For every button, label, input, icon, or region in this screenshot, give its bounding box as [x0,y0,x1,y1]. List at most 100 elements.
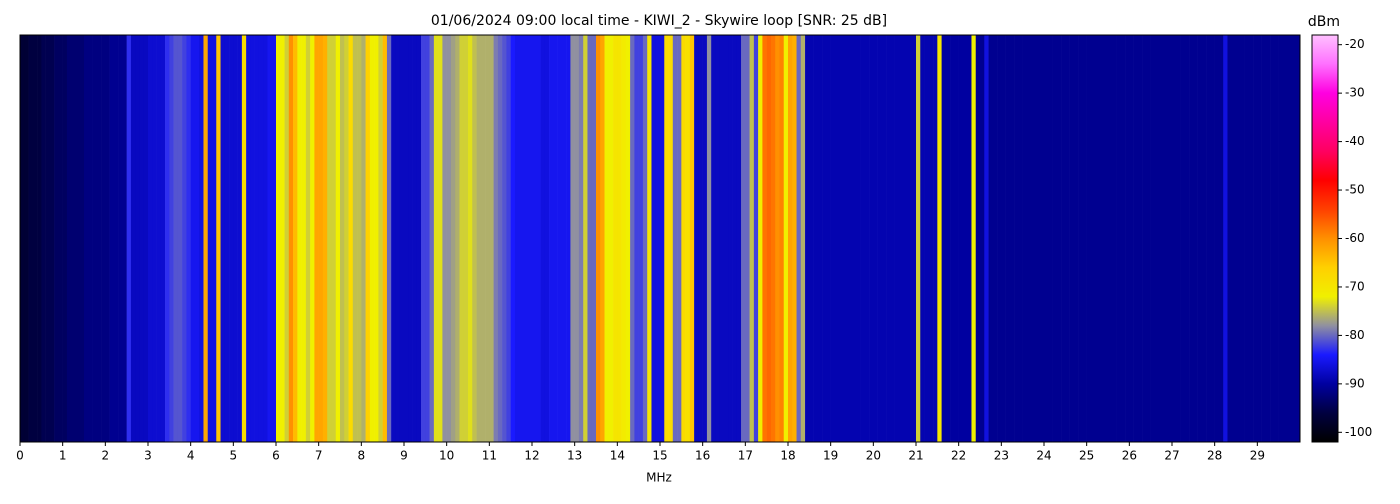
spectrum-column [1248,35,1254,442]
spectrum-column [1026,35,1032,442]
spectrum-column [566,35,571,442]
spectrum-column [374,35,379,442]
spectrum-column [442,35,447,442]
spectrum-column [997,35,1002,442]
spectrum-column [455,35,460,442]
spectrum-column [109,35,115,442]
spectrum-column [1112,35,1117,442]
spectrum-column [1231,35,1237,442]
x-tick-label: 5 [230,449,238,463]
spectrum-column [340,35,345,442]
spectrum-column [88,35,93,442]
spectrum-column [724,35,729,442]
spectrum-column [190,35,196,442]
x-tick-label: 9 [400,449,408,463]
spectrum-column [1189,35,1194,442]
spectrum-column [749,35,755,442]
spectrum-column [975,35,981,442]
spectrum-column [421,35,426,442]
spectrum-column [237,35,243,442]
spectrum-column [408,35,413,442]
spectrum-column [66,35,72,442]
spectrum-column [655,35,661,442]
spectrum-column [664,35,669,442]
spectrum-column [770,35,776,442]
spectrum-column [1176,35,1181,442]
spectrum-column [1065,35,1070,442]
spectrum-column [608,35,614,442]
spectrum-column [310,35,315,442]
spectrum-column [1210,35,1215,442]
spectrum-column [160,35,166,442]
spectrum-column [28,35,34,442]
spectrum-column [677,35,682,442]
spectrum-column [1240,35,1245,442]
spectrum-column [476,35,482,442]
spectrum-column [75,35,81,442]
spectrum-column [135,35,140,442]
spectrum-column [139,35,145,442]
spectrum-column [1291,35,1297,442]
spectrum-column [156,35,162,442]
spectrum-column [984,35,989,442]
x-tick-label: 11 [482,449,497,463]
spectrum-column [24,35,29,442]
spectrum-column [37,35,42,442]
spectrum-column [647,35,652,442]
spectrum-column [544,35,550,442]
spectrum-column [322,35,328,442]
spectrum-column [873,35,878,442]
spectrum-column [1078,35,1083,442]
spectrum-column [903,35,908,442]
spectrum-column [229,35,234,442]
spectrum-column [916,35,921,442]
spectrum-column [254,35,260,442]
spectrum-column [263,35,268,442]
spectrum-column [293,35,298,442]
spectrum-column [45,35,51,442]
spectrum-column [941,35,947,442]
spectrum-column [233,35,238,442]
spectrum-column [928,35,934,442]
x-tick-label: 20 [866,449,881,463]
spectrum-column [468,35,473,442]
spectrum-column [258,35,264,442]
spectrum-column [450,35,456,442]
spectrum-column [1014,35,1019,442]
colorbar-tick-label: -20 [1345,37,1365,51]
x-tick-label: 22 [951,449,966,463]
spectrum-column [1129,35,1134,442]
spectrum-column [1099,35,1105,442]
spectrum-column [361,35,366,442]
spectrum-column [843,35,849,442]
chart-title: 01/06/2024 09:00 local time - KIWI_2 - S… [431,13,887,29]
spectrum-column [301,35,307,442]
x-tick-label: 14 [610,449,625,463]
spectrum-column [101,35,106,442]
colorbar-tick-label: -50 [1345,183,1365,197]
colorbar-tick-label: -100 [1345,425,1372,439]
spectrum-column [489,35,494,442]
spectrum-column [988,35,994,442]
spectrum-column [173,35,179,442]
spectrum-column [1218,35,1224,442]
spectrum-column [305,35,311,442]
colorbar-tick-label: -70 [1345,279,1365,293]
spectrum-column [792,35,797,442]
spectrum-column [493,35,499,442]
spectrum-column [280,35,285,442]
spectrum-column [62,35,68,442]
spectrum-column [49,35,55,442]
spectrum-column [1257,35,1262,442]
spectrum-column [318,35,324,442]
spectrum-column [604,35,610,442]
colorbar [1311,34,1339,443]
spectrum-column [587,35,593,442]
spectrum-column [702,35,708,442]
x-tick-label: 0 [16,449,24,463]
spectrum-column [250,35,255,442]
spectrum-column [886,35,891,442]
spectrum-column [433,35,439,442]
spectrum-column [391,35,396,442]
spectrum-column [194,35,200,442]
